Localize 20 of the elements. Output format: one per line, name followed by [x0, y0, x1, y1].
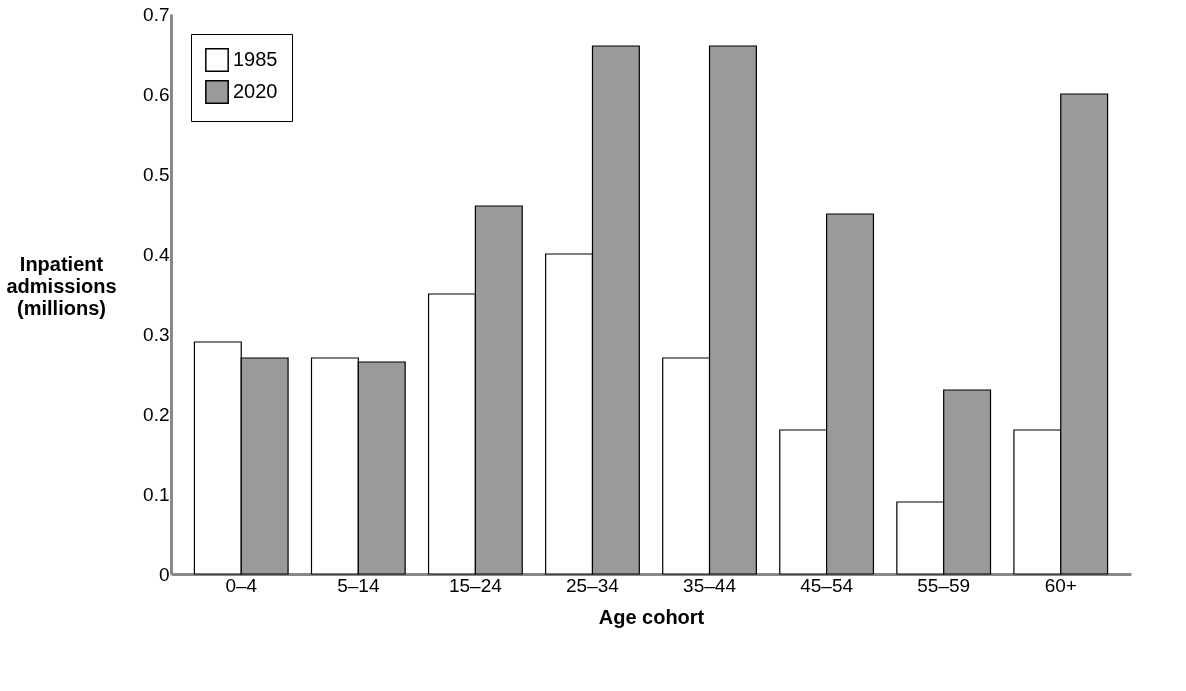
x-tick-label: 0–4 — [225, 574, 258, 596]
y-axis-title: Inpatient admissions (millions) — [6, 252, 117, 319]
y-tick-label: 0.6 — [143, 83, 170, 105]
x-tick-label: 60+ — [1044, 574, 1077, 596]
x-tick-label: 35–44 — [683, 574, 737, 596]
y-tick-label: 0.5 — [143, 163, 170, 185]
y-tick-label: 0.4 — [143, 243, 170, 265]
y-tick-label: 0.2 — [143, 403, 170, 425]
x-tick-label: 55–59 — [917, 574, 971, 596]
x-tick-label: 15–24 — [448, 574, 503, 596]
x-tick-label: 25–34 — [566, 574, 620, 596]
y-tick-label: 0.1 — [143, 483, 170, 505]
y-tick-label: 0.3 — [143, 323, 170, 345]
y-tick-label: 0 — [158, 563, 170, 585]
x-tick-label: 45–54 — [800, 574, 854, 596]
x-axis-title: Age cohort — [598, 605, 705, 628]
x-tick-label: 5–14 — [337, 574, 380, 596]
y-tick-label: 0.7 — [143, 3, 170, 25]
legend-label: 1985 — [233, 48, 278, 70]
legend-label: 2020 — [233, 80, 278, 102]
